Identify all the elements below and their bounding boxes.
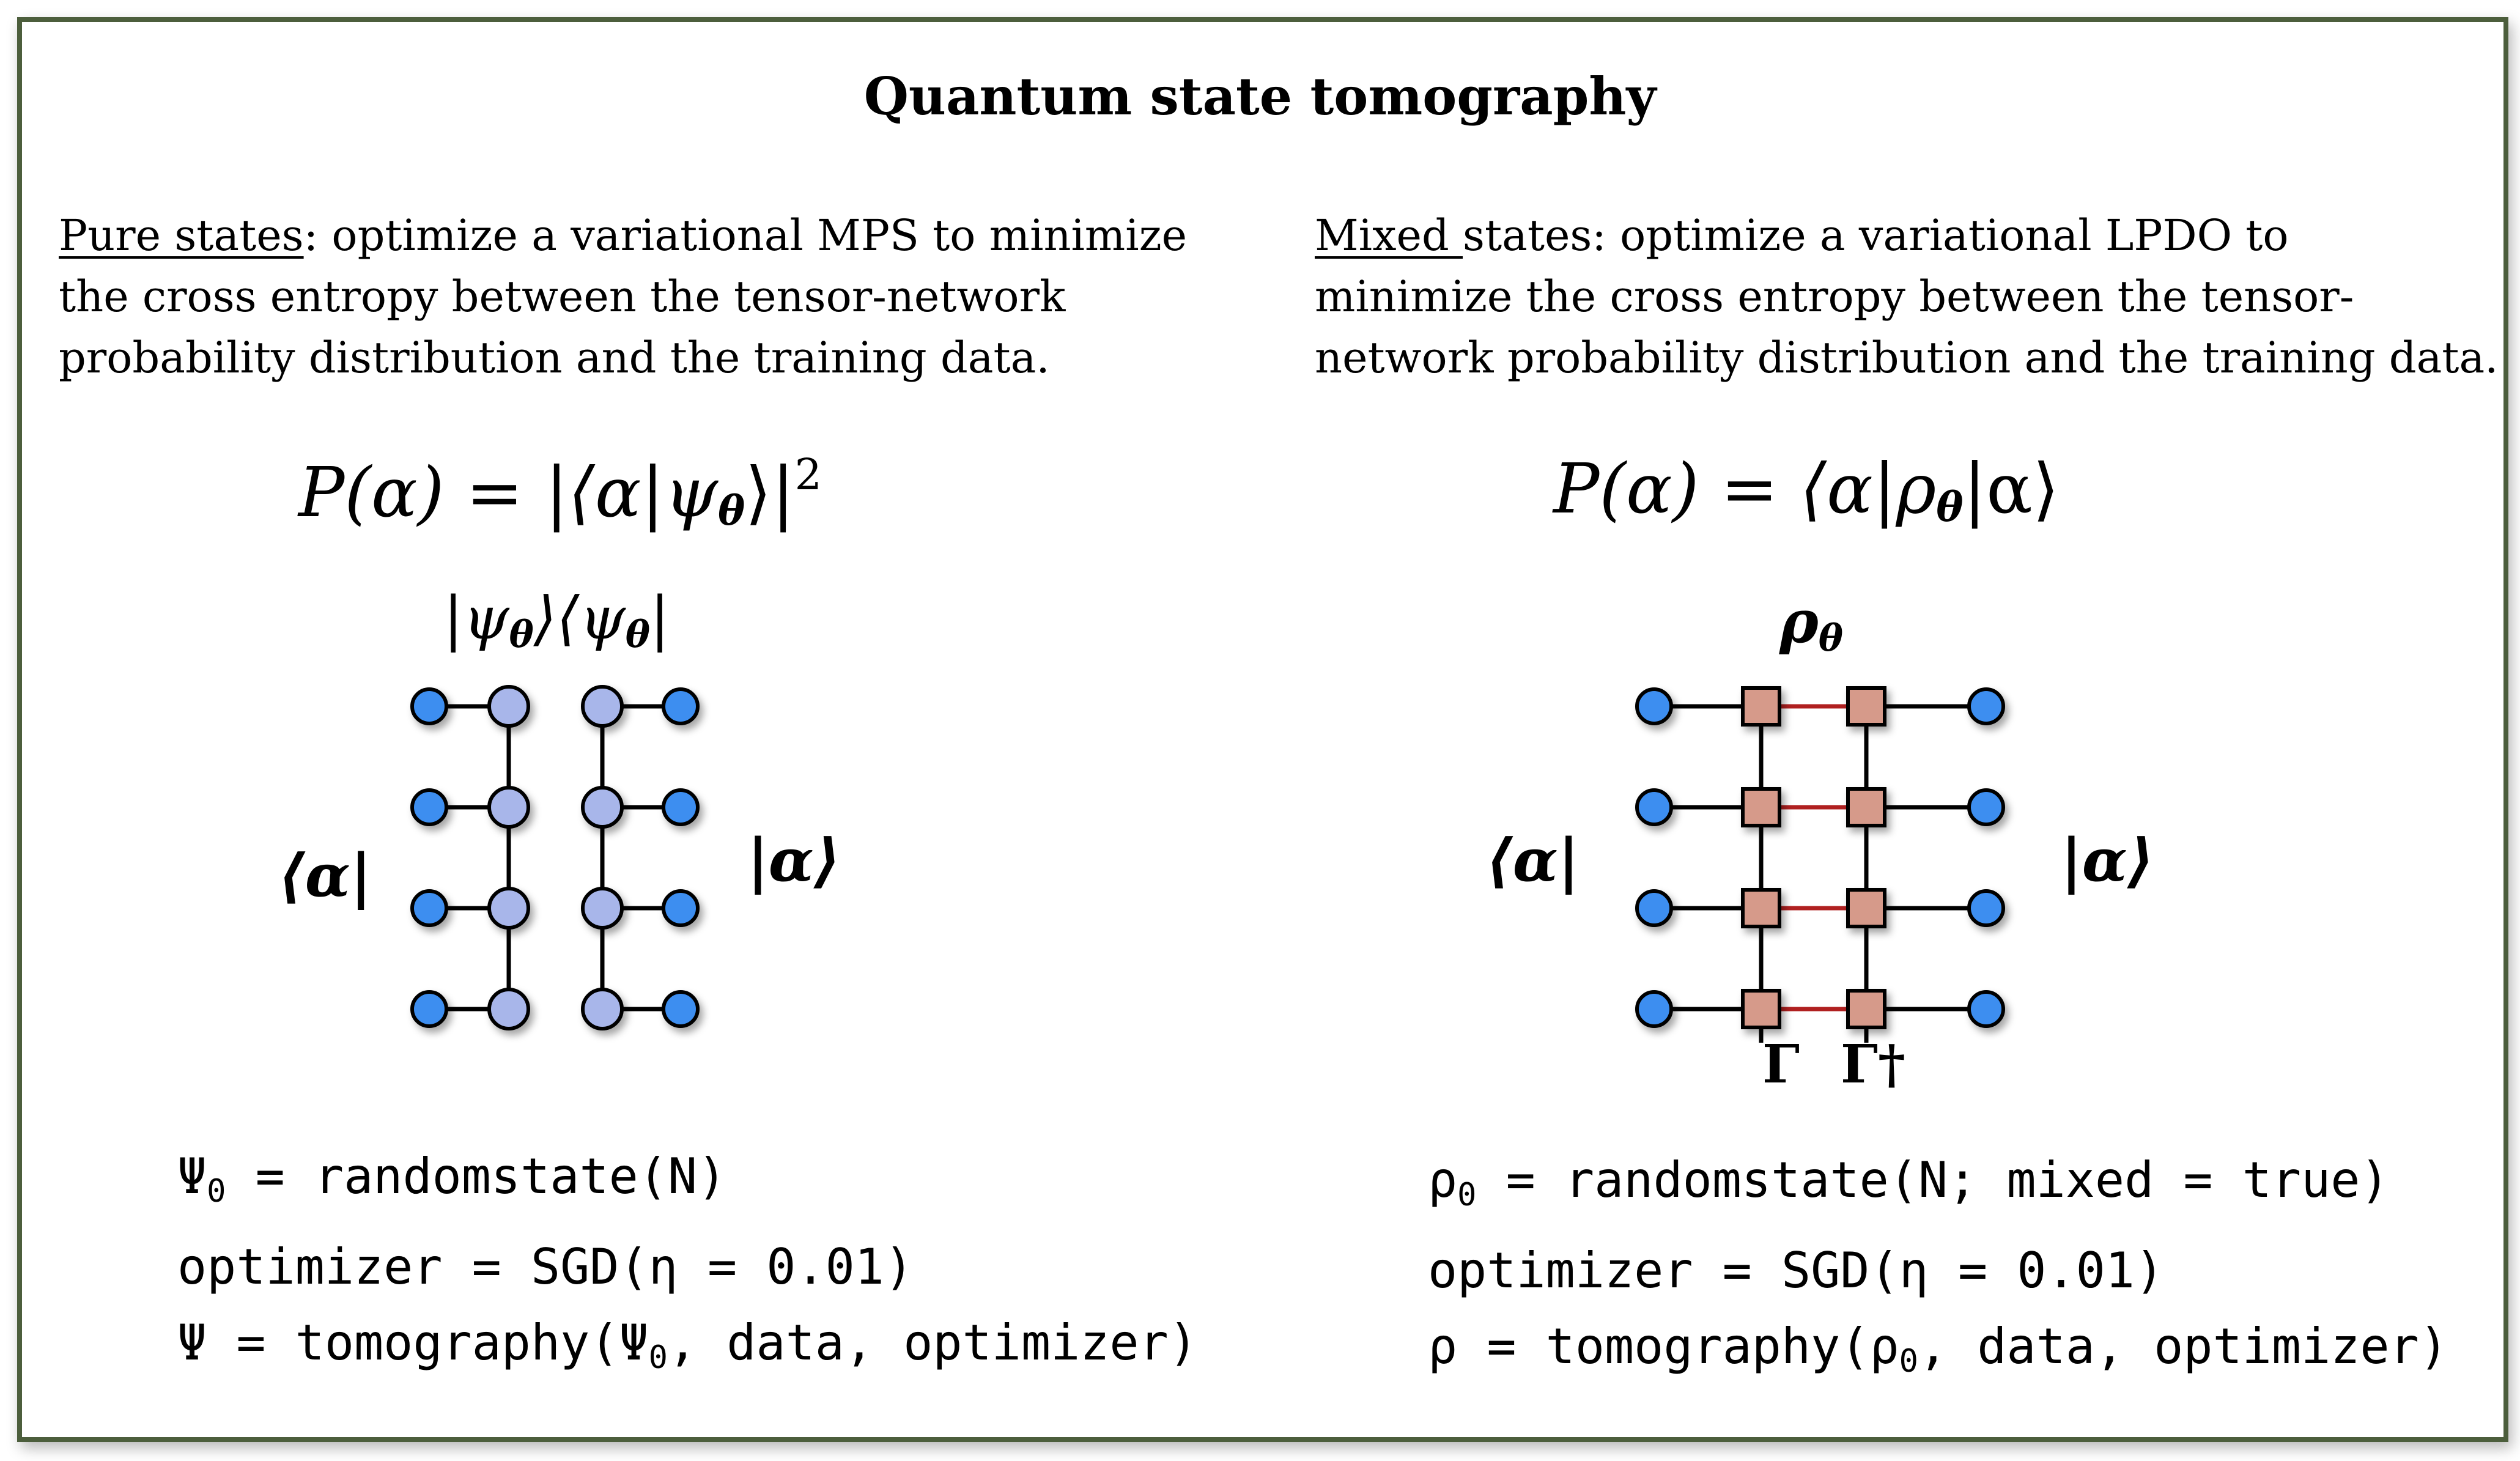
right-eq-lhs: P(α) = ⟨α|ρ [1553, 449, 1937, 529]
right-bra-label: ⟨α| [1486, 826, 1580, 895]
right-equation: P(α) = ⟨α|ρθ|α⟩ [1553, 449, 2059, 531]
left-desc-line2: the cross entropy between the tensor-net… [59, 272, 1066, 322]
site-node [1967, 889, 2005, 927]
site-node [662, 889, 700, 927]
figure-frame [17, 17, 2508, 1442]
rho-label-sub: θ [1818, 617, 1843, 660]
right-description: Mixed states: optimize a variational LPD… [1315, 205, 2498, 388]
right-code-line2: optimizer = SGD(η = 0.01) [1428, 1242, 2165, 1299]
site-node [1967, 788, 2005, 826]
left-bra-label: ⟨α| [278, 841, 372, 910]
site-node [662, 687, 700, 725]
left-eq-lhs: P(α) = |⟨α|ψ [298, 453, 719, 533]
mps-tensor-node [487, 988, 530, 1030]
site-node [1635, 788, 1673, 826]
left-code-line1-sub: 0 [207, 1173, 226, 1210]
left-code-line3: Ψ = tomography(Ψ0, data, optimizer) [177, 1305, 1198, 1396]
site-node [1635, 990, 1673, 1028]
left-description: Pure states: optimize a variational MPS … [59, 205, 1187, 388]
mps-tensor-node [581, 887, 624, 930]
right-heading: Mixed [1315, 210, 1463, 261]
mps-network [410, 685, 700, 1030]
mps-tensor-node [581, 685, 624, 728]
gamma-dagger-label: Γ† [1841, 1034, 1906, 1095]
rho-label: ρθ [1779, 587, 1843, 660]
lpdo-tensor-gamma-dagger [1846, 686, 1886, 727]
lpdo-tensor-gamma [1741, 888, 1781, 928]
site-node [1967, 990, 2005, 1028]
site-node [1967, 687, 2005, 725]
left-code: Ψ0 = randomstate(N) optimizer = SGD(η = … [177, 1139, 1198, 1396]
left-equation: P(α) = |⟨α|ψθ⟩|2 [298, 449, 822, 534]
mps-label: |ψθ⟩⟨ψθ| [443, 584, 670, 656]
site-node [1635, 687, 1673, 725]
right-ket-label: |α⟩ [2061, 826, 2154, 895]
left-code-line1-a: Ψ [177, 1148, 207, 1205]
right-code-line3-sub: 0 [1899, 1343, 1918, 1380]
right-eq-rhs: |α⟩ [1963, 449, 2060, 529]
site-node [410, 788, 448, 826]
site-node [662, 990, 700, 1028]
lpdo-tensor-gamma-dagger [1846, 989, 1886, 1029]
mps-label-sub2: θ [625, 613, 650, 656]
site-node [1635, 889, 1673, 927]
left-eq-sub: θ [718, 487, 745, 534]
lpdo-tensor-gamma [1741, 686, 1781, 727]
right-code-line1-b: = randomstate(N; mixed = true) [1476, 1152, 2390, 1208]
mps-label-b: ⟩⟨ψ [533, 584, 626, 653]
lpdo-network [1635, 686, 2005, 1043]
right-eq-sub: θ [1936, 483, 1964, 531]
left-code-line3-b: , data, optimizer) [667, 1314, 1198, 1371]
right-desc-line2: minimize the cross entropy between the t… [1315, 272, 2354, 322]
left-code-line3-sub: 0 [648, 1339, 668, 1376]
left-ket-label: |α⟩ [747, 826, 841, 895]
lpdo-tensor-gamma-dagger [1846, 787, 1886, 827]
mps-tensor-node [487, 786, 530, 829]
left-code-line2: optimizer = SGD(η = 0.01) [177, 1238, 914, 1295]
mps-tensor-node [581, 786, 624, 829]
right-bra-text: ⟨α| [1486, 826, 1580, 895]
left-code-line3-a: Ψ = tomography(Ψ [177, 1314, 649, 1371]
figure-title: Quantum state tomography [863, 66, 1657, 127]
left-bra-text: ⟨α| [278, 841, 372, 910]
site-node [410, 990, 448, 1028]
left-code-line1-b: = randomstate(N) [226, 1148, 727, 1205]
right-desc-line3: network probability distribution and the… [1315, 333, 2499, 383]
left-ket-text: |α⟩ [747, 826, 841, 895]
mps-label-c: | [649, 584, 670, 653]
site-node [410, 687, 448, 725]
mps-label-sub1: θ [509, 613, 534, 656]
right-code-line1: ρ0 = randomstate(N; mixed = true) [1428, 1142, 2448, 1233]
mps-tensor-node [487, 887, 530, 930]
mps-label-a: |ψ [443, 584, 509, 653]
site-node [662, 788, 700, 826]
mps-tensor-node [487, 685, 530, 728]
left-heading: Pure states [59, 210, 304, 261]
left-desc-line3: probability distribution and the trainin… [59, 333, 1050, 383]
lpdo-tensor-gamma [1741, 787, 1781, 827]
lpdo-tensor-gamma [1741, 989, 1781, 1029]
left-code-line1: Ψ0 = randomstate(N) [177, 1139, 1198, 1229]
lpdo-tensor-gamma-dagger [1846, 888, 1886, 928]
right-ket-text: |α⟩ [2061, 826, 2154, 895]
right-code: ρ0 = randomstate(N; mixed = true) optimi… [1428, 1142, 2448, 1399]
right-code-line3-b: , data, optimizer) [1918, 1318, 2448, 1375]
right-code-line1-a: ρ [1428, 1152, 1458, 1208]
gamma-label: Γ [1762, 1034, 1800, 1095]
right-desc-line1: states: optimize a variational LPDO to [1463, 210, 2289, 261]
site-node [410, 889, 448, 927]
right-code-line3-a: ρ = tomography(ρ [1428, 1318, 1899, 1375]
left-eq-rhs: ⟩| [745, 453, 795, 533]
mps-tensor-node [581, 988, 624, 1030]
left-eq-sup: 2 [794, 449, 822, 500]
left-desc-line1: : optimize a variational MPS to minimize [303, 210, 1187, 261]
right-code-line3: ρ = tomography(ρ0, data, optimizer) [1428, 1309, 2448, 1399]
right-code-line1-sub: 0 [1457, 1177, 1477, 1213]
rho-label-main: ρ [1779, 587, 1819, 656]
